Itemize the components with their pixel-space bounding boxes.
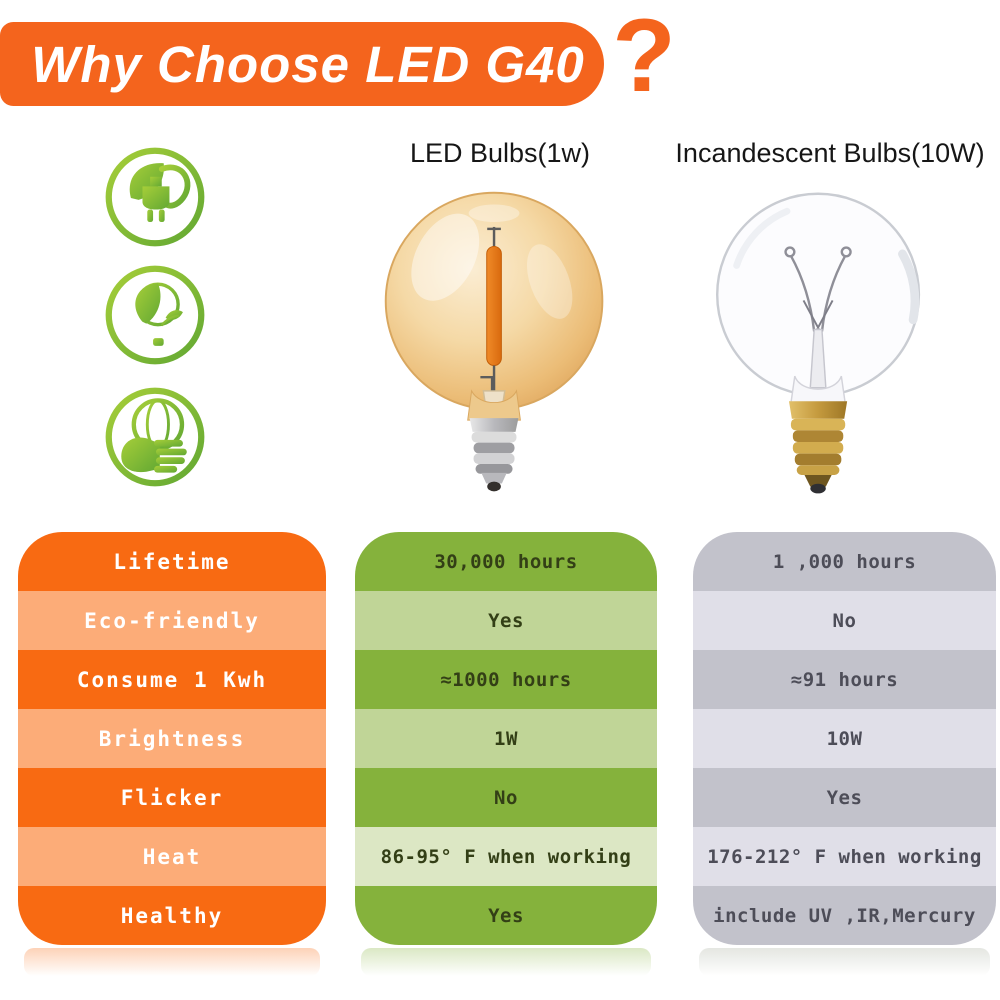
table-row: Eco-friendly [18,591,326,650]
incandescent-column: 1 ,000 hours No ≈91 hours 10W Yes 176-21… [693,532,996,945]
table-row: No [355,768,657,827]
table-row: ≈1000 hours [355,650,657,709]
led-column: 30,000 hours Yes ≈1000 hours 1W No 86-95… [355,532,657,945]
table-row: 86-95° F when working [355,827,657,886]
table-row: Heat [18,827,326,886]
page-title: Why Choose LED G40 [31,35,585,93]
incandescent-bulb-svg [716,192,921,494]
incandescent-bulb-label: Incandescent Bulbs(10W) [675,138,985,168]
inc-eco-friendly: No [832,609,857,632]
led-bulb-svg [384,191,604,492]
led-heat: 86-95° F when working [380,845,632,868]
table-row: No [693,591,996,650]
incandescent-bulb-image [702,186,938,506]
led-eco-friendly: Yes [488,609,524,632]
attr-eco-friendly: Eco-friendly [84,608,260,633]
table-row: ≈91 hours [693,650,996,709]
led-consume: ≈1000 hours [440,668,572,691]
table-row: Flicker [18,768,326,827]
eco-plug-icon-svg [105,147,205,247]
table-row: 176-212° F when working [693,827,996,886]
table-row: Yes [693,768,996,827]
table-row: include UV ,IR,Mercury [693,886,996,945]
table-row: Brightness [18,709,326,768]
led-column-reflection [361,948,651,976]
led-healthy: Yes [488,904,524,927]
attribute-column-reflection [24,948,320,976]
table-row: Consume 1 Kwh [18,650,326,709]
table-row: Yes [355,591,657,650]
earth-care-icon-svg [105,387,205,487]
eco-bulb-icon-svg [105,265,205,365]
inc-healthy: include UV ,IR,Mercury [713,904,976,927]
attr-brightness: Brightness [98,726,246,751]
attr-consume: Consume 1 Kwh [76,667,268,692]
led-bulb-image [383,184,609,506]
led-lifetime: 30,000 hours [434,550,578,573]
table-row: 30,000 hours [355,532,657,591]
inc-brightness: 10W [826,727,863,750]
header-banner: Why Choose LED G40 [0,22,604,106]
table-row: Healthy [18,886,326,945]
table-row: 1 ,000 hours [693,532,996,591]
table-row: 10W [693,709,996,768]
led-flicker: No [494,786,518,809]
led-brightness: 1W [494,727,518,750]
inc-flicker: Yes [826,786,863,809]
eco-plug-icon [102,144,208,250]
incandescent-column-reflection [699,948,990,976]
attr-flicker: Flicker [120,785,224,810]
question-mark: ? [612,0,676,114]
eco-bulb-icon [102,262,208,368]
inc-lifetime: 1 ,000 hours [772,550,917,573]
attribute-column: Lifetime Eco-friendly Consume 1 Kwh Brig… [18,532,326,945]
table-row: 1W [355,709,657,768]
table-row: Lifetime [18,532,326,591]
inc-heat: 176-212° F when working [707,845,982,868]
attr-heat: Heat [142,844,202,869]
led-bulb-label: LED Bulbs(1w) [409,138,591,168]
earth-care-icon [102,384,208,490]
attr-healthy: Healthy [120,903,224,928]
inc-consume: ≈91 hours [790,668,899,691]
attr-lifetime: Lifetime [113,549,231,574]
table-row: Yes [355,886,657,945]
